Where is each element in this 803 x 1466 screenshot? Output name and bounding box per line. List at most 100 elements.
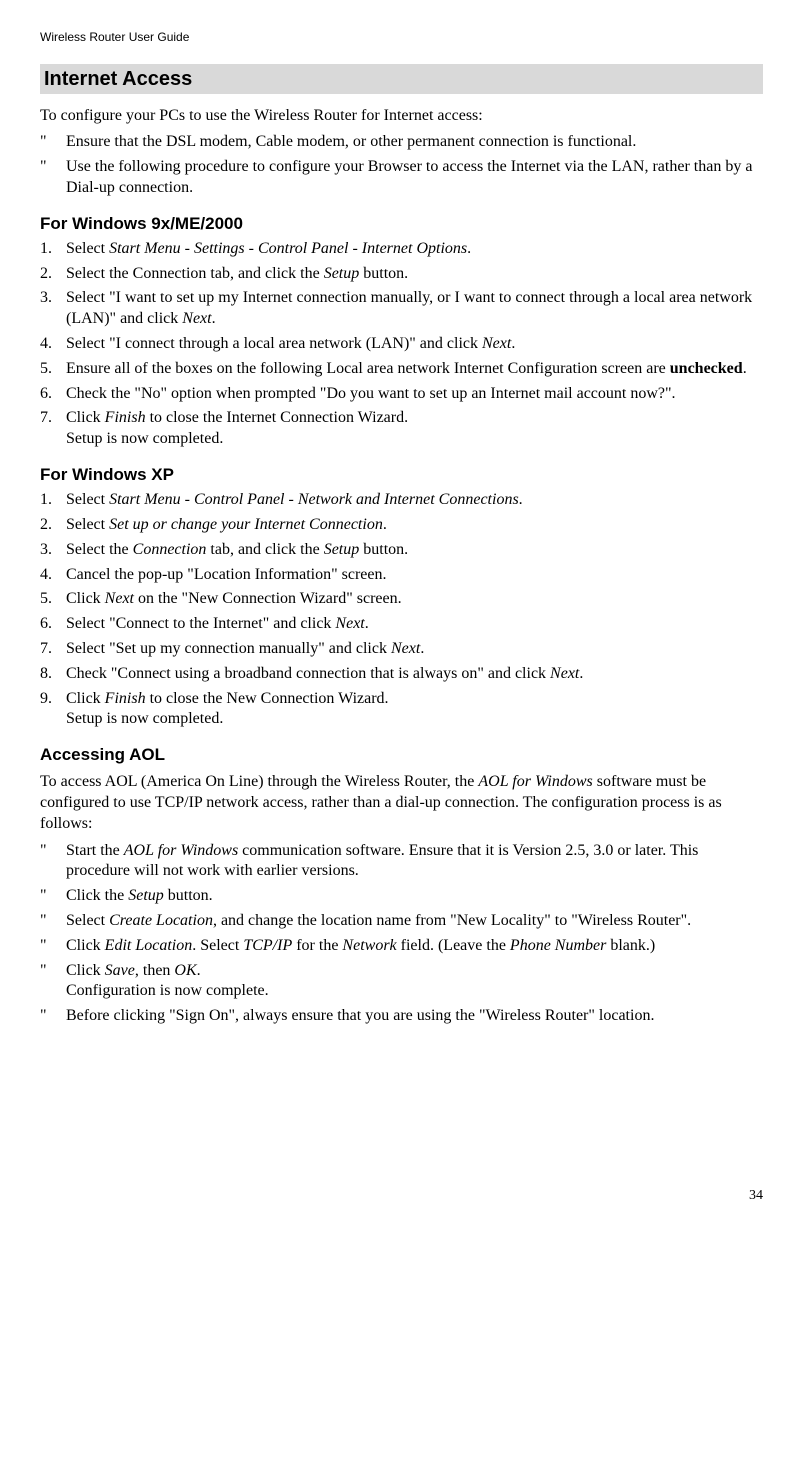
text-run: . [212, 310, 216, 327]
text-run: Ensure all of the boxes on the following… [66, 360, 670, 377]
step-number: 7. [40, 639, 66, 660]
text-run: Select "Set up my connection manually" a… [66, 640, 391, 657]
step-item: 2.Select the Connection tab, and click t… [40, 264, 763, 285]
bullet-mark: " [40, 1006, 66, 1027]
text-run: to close the Internet Connection Wizard. [146, 409, 409, 426]
step-text: Select "Connect to the Internet" and cli… [66, 614, 763, 635]
step-text: Click Finish to close the Internet Conne… [66, 408, 763, 450]
list-item: "Select Create Location, and change the … [40, 911, 763, 932]
aol-intro: To access AOL (America On Line) through … [40, 772, 763, 834]
text-run: Next [482, 335, 511, 352]
step-number: 9. [40, 689, 66, 731]
win9x-steps: 1.Select Start Menu - Settings - Control… [40, 239, 763, 450]
bullet-mark: " [40, 961, 66, 1003]
text-run: Click the [66, 887, 128, 904]
text-run: Check the "No" option when prompted "Do … [66, 385, 676, 402]
bullet-text: Click Save, then OK.Configuration is now… [66, 961, 763, 1003]
text-run: Select [66, 240, 109, 257]
step-number: 5. [40, 359, 66, 380]
bullet-text: Select Create Location, and change the l… [66, 911, 763, 932]
text-run: Cancel the pop-up "Location Information"… [66, 566, 387, 583]
step-number: 3. [40, 288, 66, 330]
text-run: Edit Location [105, 937, 193, 954]
text-run: . [519, 491, 523, 508]
list-item: "Click the Setup button. [40, 886, 763, 907]
bullet-mark: " [40, 157, 66, 199]
step-number: 7. [40, 408, 66, 450]
text-run: Set up or change your Internet Connectio… [109, 516, 383, 533]
step-number: 4. [40, 565, 66, 586]
step-item: 5.Ensure all of the boxes on the followi… [40, 359, 763, 380]
step-item: 9.Click Finish to close the New Connecti… [40, 689, 763, 731]
aol-bullet-list: "Start the AOL for Windows communication… [40, 841, 763, 1027]
text-run: AOL for Windows [124, 842, 238, 859]
step-number: 1. [40, 239, 66, 260]
step-item: 3.Select the Connection tab, and click t… [40, 540, 763, 561]
bullet-mark: " [40, 841, 66, 883]
step-number: 2. [40, 515, 66, 536]
text-run: Network [342, 937, 396, 954]
step-text: Check "Connect using a broadband connect… [66, 664, 763, 685]
bullet-mark: " [40, 132, 66, 153]
bullet-text: Use the following procedure to configure… [66, 157, 763, 199]
step-text: Select "I connect through a local area n… [66, 334, 763, 355]
text-run: Click [66, 962, 105, 979]
step-number: 6. [40, 384, 66, 405]
text-run: Click [66, 937, 105, 954]
step-item: 6.Select "Connect to the Internet" and c… [40, 614, 763, 635]
text-run: Finish [105, 690, 146, 707]
text-run: Finish [105, 409, 146, 426]
text-run: . Select [192, 937, 243, 954]
text-run: button. [164, 887, 213, 904]
text-run: . [467, 240, 471, 257]
text-run: Phone Number [510, 937, 606, 954]
step-text: Select Start Menu - Settings - Control P… [66, 239, 763, 260]
text-run: Next [105, 590, 134, 607]
winxp-heading: For Windows XP [40, 464, 763, 486]
win9x-heading: For Windows 9x/ME/2000 [40, 213, 763, 235]
text-run: . [365, 615, 369, 632]
list-item: "Use the following procedure to configur… [40, 157, 763, 199]
text-run: AOL for Windows [478, 773, 592, 790]
list-item: "Start the AOL for Windows communication… [40, 841, 763, 883]
text-run: Setup [128, 887, 164, 904]
text-run: field. (Leave the [397, 937, 510, 954]
text-run: Click [66, 690, 105, 707]
step-number: 8. [40, 664, 66, 685]
bullet-text: Ensure that the DSL modem, Cable modem, … [66, 132, 763, 153]
text-run: TCP/IP [243, 937, 292, 954]
text-run: Next [335, 615, 364, 632]
text-run: Configuration is now complete. [66, 982, 269, 999]
text-run: button. [359, 265, 408, 282]
step-text: Select Start Menu - Control Panel - Netw… [66, 490, 763, 511]
list-item: "Ensure that the DSL modem, Cable modem,… [40, 132, 763, 153]
step-number: 1. [40, 490, 66, 511]
text-run: Setup [324, 265, 360, 282]
step-text: Click Next on the "New Connection Wizard… [66, 589, 763, 610]
step-text: Select "I want to set up my Internet con… [66, 288, 763, 330]
step-text: Ensure all of the boxes on the following… [66, 359, 763, 380]
text-run: OK [174, 962, 196, 979]
text-run: Start the [66, 842, 124, 859]
aol-heading: Accessing AOL [40, 744, 763, 766]
list-item: "Click Save, then OK.Configuration is no… [40, 961, 763, 1003]
text-run: Select [66, 912, 109, 929]
text-run: Setup is now completed. [66, 430, 223, 447]
bullet-mark: " [40, 886, 66, 907]
text-run: Create Location [109, 912, 213, 929]
text-run: Select [66, 491, 109, 508]
section-title: Internet Access [40, 64, 763, 94]
text-run: unchecked [670, 360, 743, 377]
step-item: 1.Select Start Menu - Control Panel - Ne… [40, 490, 763, 511]
running-header: Wireless Router User Guide [40, 30, 763, 46]
intro-text: To configure your PCs to use the Wireles… [40, 106, 763, 127]
text-run: button. [359, 541, 408, 558]
step-number: 2. [40, 264, 66, 285]
step-number: 4. [40, 334, 66, 355]
text-run: Select "I want to set up my Internet con… [66, 289, 752, 327]
bullet-mark: " [40, 936, 66, 957]
winxp-steps: 1.Select Start Menu - Control Panel - Ne… [40, 490, 763, 730]
text-run: Select "I connect through a local area n… [66, 335, 482, 352]
list-item: "Before clicking "Sign On", always ensur… [40, 1006, 763, 1027]
step-text: Select "Set up my connection manually" a… [66, 639, 763, 660]
